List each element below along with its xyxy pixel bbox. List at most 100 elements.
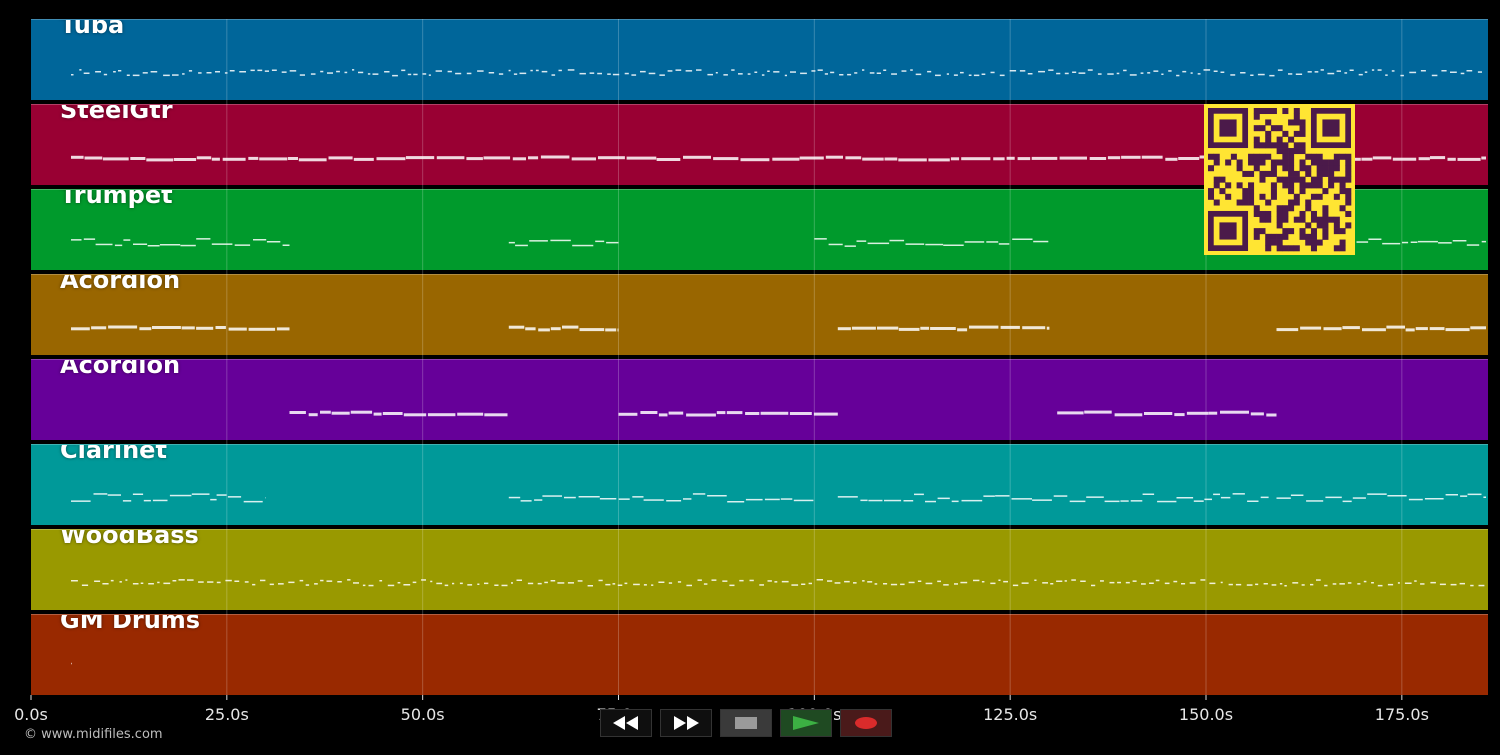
- note: [1173, 580, 1178, 583]
- note: [993, 157, 1005, 161]
- note: [950, 157, 960, 161]
- note: [1157, 500, 1177, 503]
- note: [110, 579, 114, 582]
- note: [1429, 327, 1445, 331]
- note: [1056, 72, 1061, 75]
- note: [1467, 493, 1482, 496]
- rewind-button[interactable]: [600, 709, 652, 737]
- note: [299, 579, 304, 582]
- note: [564, 496, 576, 499]
- note: [282, 244, 290, 246]
- note: [780, 498, 793, 500]
- note: [1186, 411, 1209, 415]
- note: [703, 583, 708, 585]
- note: [577, 580, 583, 582]
- note: [1357, 583, 1361, 585]
- note: [764, 498, 780, 501]
- note: [884, 157, 898, 161]
- note: [1452, 240, 1467, 242]
- note: [308, 413, 318, 417]
- note: [828, 243, 843, 246]
- note: [358, 71, 364, 74]
- note: [511, 582, 513, 584]
- note: [519, 72, 527, 75]
- fast-forward-button[interactable]: [660, 709, 712, 737]
- track-lane: Clarinet: [31, 444, 1488, 525]
- note: [937, 580, 941, 583]
- note: [1460, 72, 1465, 75]
- note: [467, 584, 473, 586]
- play-button[interactable]: [780, 709, 832, 737]
- note: [862, 157, 884, 161]
- note: [799, 156, 824, 160]
- note: [953, 74, 958, 76]
- note: [862, 69, 865, 71]
- note: [686, 584, 692, 587]
- note: [328, 156, 353, 160]
- note: [401, 69, 406, 72]
- note: [508, 325, 525, 329]
- note: [1257, 73, 1265, 76]
- note: [1120, 500, 1129, 502]
- note: [713, 157, 739, 161]
- note-roll: [71, 579, 1485, 587]
- note-roll: [289, 410, 1277, 417]
- note: [920, 326, 930, 330]
- note: [844, 580, 850, 583]
- note: [1430, 156, 1446, 160]
- note: [132, 74, 140, 77]
- note: [1089, 157, 1107, 160]
- note: [373, 412, 382, 416]
- note: [1116, 72, 1120, 75]
- note: [558, 69, 562, 72]
- note: [1276, 328, 1299, 332]
- note: [289, 70, 297, 72]
- note: [1450, 583, 1457, 586]
- note: [605, 583, 611, 586]
- note: [1361, 157, 1373, 161]
- note: [215, 71, 220, 73]
- note: [1295, 73, 1303, 75]
- note: [640, 70, 646, 73]
- note: [234, 244, 251, 246]
- note: [811, 70, 816, 72]
- track-lane: Acordion: [31, 359, 1488, 440]
- note: [774, 581, 778, 583]
- note: [540, 155, 570, 159]
- note: [651, 584, 654, 586]
- note: [550, 327, 561, 331]
- note: [336, 70, 340, 73]
- note: [515, 244, 528, 247]
- note: [350, 410, 373, 414]
- note: [1263, 583, 1268, 585]
- note: [1271, 584, 1277, 586]
- note: [1371, 582, 1374, 584]
- note: [656, 158, 681, 161]
- stop-button[interactable]: [720, 709, 772, 737]
- note: [973, 74, 980, 77]
- note: [990, 582, 996, 585]
- note: [1470, 326, 1486, 330]
- note: [1481, 240, 1486, 243]
- note: [1220, 71, 1225, 73]
- note: [181, 326, 195, 330]
- note: [891, 73, 897, 75]
- note: [767, 70, 770, 72]
- note: [260, 579, 266, 582]
- note: [740, 158, 770, 162]
- note: [1046, 326, 1050, 330]
- note: [579, 72, 586, 75]
- note: [1209, 582, 1216, 585]
- note: [412, 581, 417, 584]
- note: [1142, 493, 1155, 495]
- note: [320, 70, 324, 73]
- note: [264, 70, 269, 72]
- note: [640, 411, 658, 414]
- note: [93, 493, 108, 495]
- record-button[interactable]: [840, 709, 892, 737]
- note: [862, 580, 865, 582]
- note: [139, 327, 152, 331]
- note: [172, 580, 177, 582]
- note: [1121, 155, 1141, 159]
- rewind-icon: [613, 716, 638, 730]
